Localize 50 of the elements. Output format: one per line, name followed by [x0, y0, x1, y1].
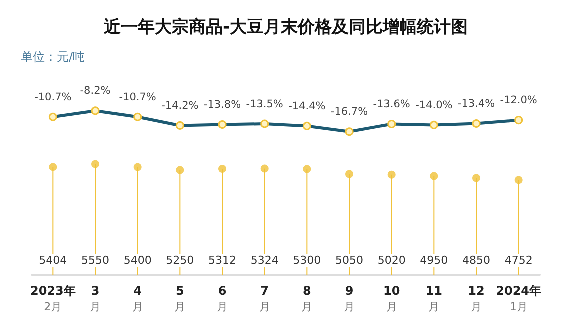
data-label: 4752: [504, 254, 533, 267]
data-label: -13.5%: [246, 98, 284, 110]
data-label: -14.2%: [162, 100, 199, 112]
chart-subtitle: 单位：元/吨: [21, 50, 86, 64]
data-label: -8.2%: [80, 85, 111, 98]
data-label: 5550: [82, 254, 110, 267]
data-label: 5300: [293, 254, 322, 267]
x-tick-label: 6 月: [217, 284, 228, 314]
data-label: 5324: [250, 254, 279, 267]
point: [49, 163, 58, 172]
point: [388, 170, 396, 179]
x-tick-label: 8 月: [302, 284, 313, 314]
data-label: 5312: [208, 254, 236, 267]
data-label: -16.7%: [330, 106, 368, 118]
chart-title: 近一年大宗商品-大豆月末价格及同比增幅统计图: [102, 18, 468, 38]
x-tick-label: 12 月: [468, 284, 485, 314]
point: [303, 165, 312, 174]
data-label: -14.4%: [288, 100, 326, 112]
data-label: -13.4%: [458, 98, 496, 110]
data-label: 4850: [462, 254, 490, 267]
data-label: -10.7%: [34, 91, 72, 104]
data-label: -14.0%: [416, 99, 453, 112]
x-tick-label: 9 月: [344, 284, 355, 314]
point: [218, 165, 226, 174]
x-tick-label: 3 月: [90, 284, 101, 314]
data-label: 5020: [378, 254, 406, 267]
data-label: 5404: [39, 254, 68, 267]
point: [514, 176, 523, 184]
point: [92, 160, 100, 168]
data-label: 4950: [420, 254, 448, 267]
point: [472, 174, 480, 182]
x-tick-label: 5 月: [174, 284, 186, 314]
point: [430, 172, 438, 180]
data-label: -13.8%: [204, 98, 242, 111]
point: [346, 170, 354, 178]
x-tick-label: 2024年 1月: [496, 284, 542, 314]
data-label: 5050: [336, 254, 364, 267]
data-label: -12.0%: [500, 94, 538, 107]
point: [134, 163, 142, 172]
x-tick-label: 10 月: [383, 284, 400, 314]
point: [176, 166, 184, 174]
x-tick-label: 2023年 2月: [30, 284, 76, 314]
data-label: 5250: [166, 254, 194, 267]
data-label: 5400: [124, 254, 152, 267]
x-tick-label: 7 月: [259, 284, 270, 314]
data-label: -10.7%: [119, 91, 156, 104]
point: [260, 164, 269, 173]
x-tick-label: 4 月: [132, 284, 144, 314]
x-tick-label: 11 月: [426, 284, 443, 314]
data-label: -13.6%: [373, 98, 410, 110]
